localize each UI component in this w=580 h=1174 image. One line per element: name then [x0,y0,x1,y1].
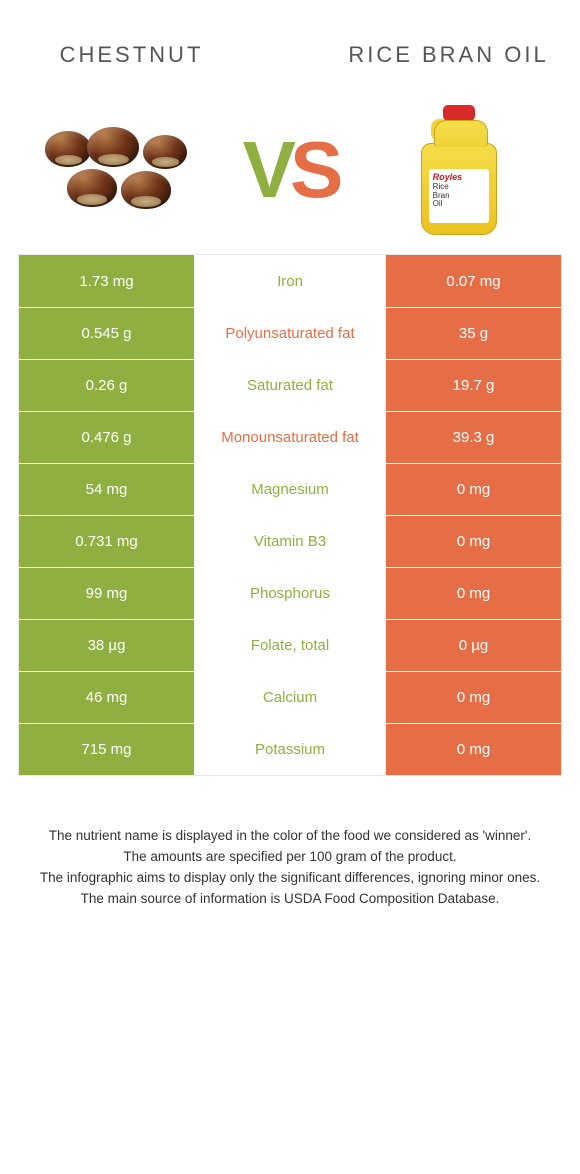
table-row: 46 mgCalcium0 mg [19,671,561,723]
nutrient-label: Monounsaturated fat [194,412,386,463]
chestnut-image [18,125,225,215]
left-value: 38 µg [19,620,194,671]
right-value: 0 mg [386,464,561,515]
right-value: 19.7 g [386,360,561,411]
nutrient-label: Vitamin B3 [194,516,386,567]
table-row: 54 mgMagnesium0 mg [19,463,561,515]
right-value: 0 µg [386,620,561,671]
left-value: 1.73 mg [19,255,194,307]
right-title: RICE BRAN OIL [335,41,562,70]
vs-v: V [243,124,290,216]
right-value: 0 mg [386,568,561,619]
nutrient-label: Calcium [194,672,386,723]
table-row: 0.26 gSaturated fat19.7 g [19,359,561,411]
left-value: 0.476 g [19,412,194,463]
nutrient-table: 1.73 mgIron0.07 mg0.545 gPolyunsaturated… [18,254,562,776]
nutrient-label: Saturated fat [194,360,386,411]
left-value: 54 mg [19,464,194,515]
bottle-label: Royles Rice Bran Oil [429,169,489,223]
table-row: 0.731 mgVitamin B30 mg [19,515,561,567]
right-value: 0 mg [386,672,561,723]
left-value: 0.545 g [19,308,194,359]
table-row: 99 mgPhosphorus0 mg [19,567,561,619]
table-row: 715 mgPotassium0 mg [19,723,561,775]
left-value: 0.26 g [19,360,194,411]
nutrient-label: Folate, total [194,620,386,671]
table-row: 0.545 gPolyunsaturated fat35 g [19,307,561,359]
right-value: 0 mg [386,516,561,567]
right-value: 0.07 mg [386,255,561,307]
right-value: 0 mg [386,724,561,775]
oil-bottle-image: Royles Rice Bran Oil [355,105,562,235]
right-value: 39.3 g [386,412,561,463]
left-title: CHESTNUT [18,41,245,70]
left-value: 99 mg [19,568,194,619]
footnote-line: The nutrient name is displayed in the co… [30,826,550,847]
left-value: 715 mg [19,724,194,775]
nutrient-label: Polyunsaturated fat [194,308,386,359]
left-value: 0.731 mg [19,516,194,567]
nutrient-label: Iron [194,255,386,307]
right-value: 35 g [386,308,561,359]
nutrient-label: Potassium [194,724,386,775]
nutrient-label: Phosphorus [194,568,386,619]
table-row: 1.73 mgIron0.07 mg [19,255,561,307]
table-row: 0.476 gMonounsaturated fat39.3 g [19,411,561,463]
footnote-line: The amounts are specified per 100 gram o… [30,847,550,868]
hero-row: VS Royles Rice Bran Oil [18,100,562,240]
vs-label: VS [243,124,338,216]
footnotes: The nutrient name is displayed in the co… [18,826,562,910]
titles-row: CHESTNUT RICE BRAN OIL [18,10,562,100]
nutrient-label: Magnesium [194,464,386,515]
footnote-line: The infographic aims to display only the… [30,868,550,889]
left-value: 46 mg [19,672,194,723]
table-row: 38 µgFolate, total0 µg [19,619,561,671]
vs-s: S [290,124,337,216]
footnote-line: The main source of information is USDA F… [30,889,550,910]
